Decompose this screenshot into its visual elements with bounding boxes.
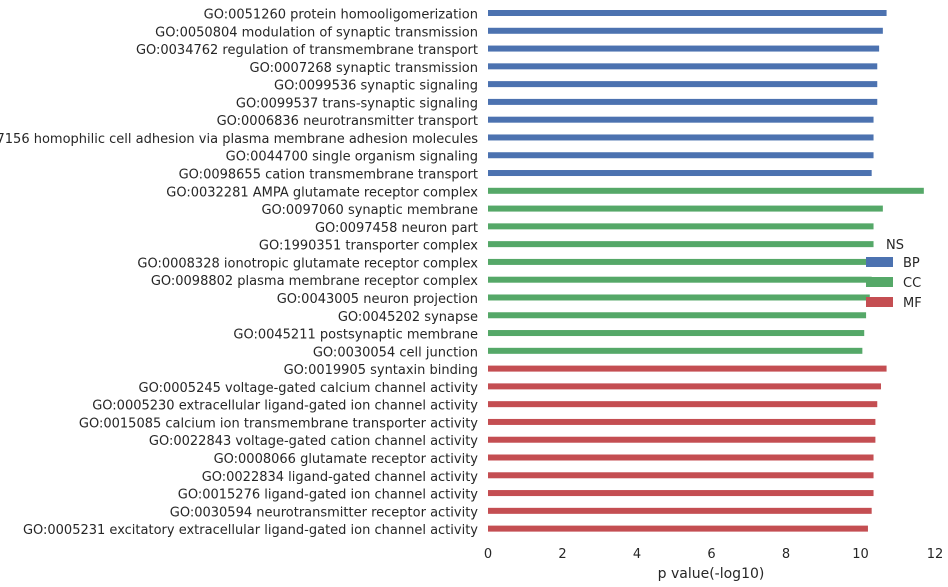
legend-label-mf: MF [903, 296, 922, 311]
category-label: GO:0015276 ligand-gated ion channel acti… [178, 488, 479, 503]
category-label: GO:0044700 single organism signaling [226, 150, 478, 165]
bar-mf [488, 401, 878, 408]
category-label: GO:0005230 extracellular ligand-gated io… [92, 399, 478, 414]
category-label: GO:0008328 ionotropic glutamate receptor… [137, 256, 478, 271]
bar-cc [488, 187, 924, 194]
legend-label-bp: BP [903, 256, 920, 271]
category-label: GO:0022843 voltage-gated cation channel … [149, 434, 478, 449]
category-label: GO:0005245 voltage-gated calcium channel… [139, 381, 479, 396]
legend-title: NS [886, 238, 904, 253]
bar-bp [488, 63, 878, 70]
x-tick-label: 8 [782, 547, 790, 562]
bar-mf [488, 454, 874, 461]
legend-swatch-bp [866, 257, 893, 267]
bar-bp [488, 27, 883, 34]
bar-bp [488, 170, 872, 177]
x-axis: 0 2 4 6 8 10 12 [484, 547, 943, 562]
category-label: GO:0022834 ligand-gated channel activity [202, 470, 479, 485]
category-label: GO:0005231 excitatory extracellular liga… [23, 523, 478, 538]
bar-bp [488, 98, 878, 105]
category-label: GO:0032281 AMPA glutamate receptor compl… [166, 185, 478, 200]
legend-swatch-cc [866, 277, 893, 287]
category-label: GO:0006836 neurotransmitter transport [217, 114, 478, 129]
category-label: GO:0034762 regulation of transmembrane t… [136, 43, 478, 58]
bar-mf [488, 418, 876, 425]
bar-mf [488, 507, 872, 514]
category-label: GO:0043005 neuron projection [277, 292, 478, 307]
bar-cc [488, 312, 867, 319]
bar-mf [488, 383, 881, 390]
x-tick-label: 2 [558, 547, 566, 562]
bar-bp [488, 116, 874, 123]
category-label: GO:0045202 synapse [338, 310, 478, 325]
legend-swatch-mf [866, 297, 893, 307]
x-tick-label: 12 [927, 547, 944, 562]
bar-cc [488, 205, 883, 212]
bar-cc [488, 330, 865, 337]
bar-cc [488, 276, 872, 283]
category-label: GO:0030594 neurotransmitter receptor act… [170, 505, 479, 520]
x-tick-label: 6 [707, 547, 715, 562]
category-label: GO:0099536 synaptic signaling [274, 79, 478, 94]
category-label: GO:0008066 glutamate receptor activity [214, 452, 479, 467]
bar-mf [488, 472, 874, 479]
category-labels: GO:0051260 protein homooligomerization GO… [0, 8, 478, 539]
category-label: GO:0007156 homophilic cell adhesion via … [0, 132, 478, 147]
legend: NS BP CC MF [866, 238, 922, 311]
legend-entries: BP CC MF [866, 256, 922, 311]
bar-cc [488, 258, 872, 265]
bar-mf [488, 525, 868, 532]
category-label: GO:0097060 synaptic membrane [261, 203, 478, 218]
bar-mf [488, 490, 874, 497]
category-label: GO:0050804 modulation of synaptic transm… [155, 25, 478, 40]
category-label: GO:0098802 plasma membrane receptor comp… [151, 274, 478, 289]
x-tick-label: 10 [852, 547, 869, 562]
bar-cc [488, 241, 874, 248]
category-label: GO:0099537 trans-synaptic signaling [236, 96, 478, 111]
bar-mf [488, 436, 876, 443]
category-label: GO:0097458 neuron part [315, 221, 478, 236]
category-label: GO:0007268 synaptic transmission [250, 61, 478, 76]
x-axis-title: p value(-log10) [658, 566, 765, 582]
category-label: GO:0015085 calcium ion transmembrane tra… [79, 416, 478, 431]
category-label: GO:0098655 cation transmembrane transpor… [179, 168, 478, 183]
category-label: GO:0051260 protein homooligomerization [204, 8, 478, 23]
category-label: GO:1990351 transporter complex [259, 239, 478, 254]
bar-cc [488, 223, 874, 230]
bar-bp [488, 10, 887, 16]
bar-bp [488, 45, 880, 52]
legend-label-cc: CC [903, 276, 921, 291]
bar-bp [488, 81, 878, 88]
bars-layer [488, 10, 924, 532]
bar-cc [488, 294, 870, 301]
bar-cc [488, 347, 863, 354]
bar-bp [488, 152, 874, 159]
category-label: GO:0019905 syntaxin binding [284, 363, 478, 378]
x-tick-label: 4 [633, 547, 641, 562]
bar-mf [488, 365, 887, 372]
category-label: GO:0030054 cell junction [313, 345, 478, 360]
bar-bp [488, 134, 874, 141]
category-label: GO:0045211 postsynaptic membrane [233, 328, 478, 343]
x-tick-label: 0 [484, 547, 492, 562]
